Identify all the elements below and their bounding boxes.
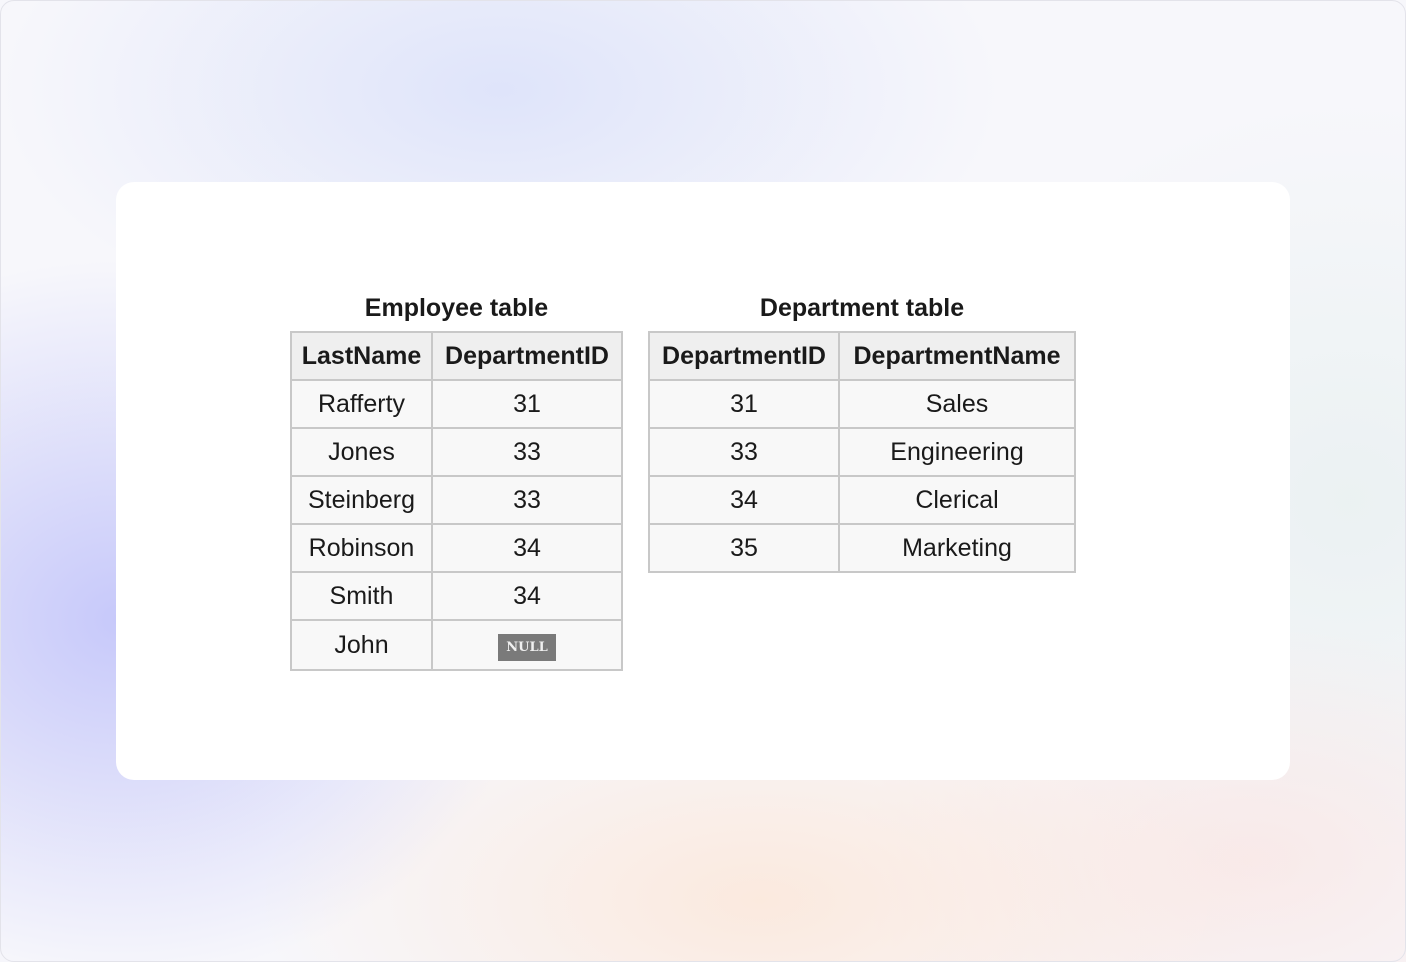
- cell-departmentid: 31: [648, 379, 840, 429]
- cell-departmentid: 31: [431, 379, 623, 429]
- header-lastname: LastName: [290, 331, 433, 381]
- cell-departmentname: Sales: [838, 379, 1076, 429]
- cell-departmentname: Clerical: [838, 475, 1076, 525]
- cell-departmentid: 34: [431, 571, 623, 621]
- cell-lastname: Rafferty: [290, 379, 433, 429]
- table-row: 31 Sales: [648, 379, 1076, 429]
- employee-table-caption: Employee table: [364, 294, 549, 322]
- table-row: 33 Engineering: [648, 427, 1076, 477]
- header-row: DepartmentID DepartmentName: [648, 331, 1076, 381]
- cell-departmentid: 34: [431, 523, 623, 573]
- cell-departmentid: 33: [648, 427, 840, 477]
- cell-lastname: Smith: [290, 571, 433, 621]
- header-departmentid: DepartmentID: [648, 331, 840, 381]
- table-row: Steinberg 33: [290, 475, 623, 525]
- cell-lastname: John: [290, 619, 433, 671]
- cell-departmentname: Engineering: [838, 427, 1076, 477]
- header-row: LastName DepartmentID: [290, 331, 623, 381]
- table-row: John NULL: [290, 619, 623, 671]
- department-table-caption: Department table: [759, 294, 965, 322]
- table-row: Rafferty 31: [290, 379, 623, 429]
- header-departmentname: DepartmentName: [838, 331, 1076, 381]
- table-row: Robinson 34: [290, 523, 623, 573]
- table-row: Smith 34: [290, 571, 623, 621]
- cell-departmentid: 34: [648, 475, 840, 525]
- cell-lastname: Jones: [290, 427, 433, 477]
- employee-table: Employee table LastName DepartmentID Raf…: [290, 294, 623, 671]
- cell-departmentid: 35: [648, 523, 840, 573]
- null-badge: NULL: [498, 634, 556, 661]
- cell-departmentid: 33: [431, 427, 623, 477]
- cell-departmentname: Marketing: [838, 523, 1076, 573]
- table-row: 34 Clerical: [648, 475, 1076, 525]
- table-row: 35 Marketing: [648, 523, 1076, 573]
- department-table: Department table DepartmentID Department…: [648, 294, 1076, 573]
- cell-lastname: Robinson: [290, 523, 433, 573]
- cell-lastname: Steinberg: [290, 475, 433, 525]
- table-row: Jones 33: [290, 427, 623, 477]
- cell-departmentid: 33: [431, 475, 623, 525]
- header-departmentid: DepartmentID: [431, 331, 623, 381]
- cell-departmentid: NULL: [431, 619, 623, 671]
